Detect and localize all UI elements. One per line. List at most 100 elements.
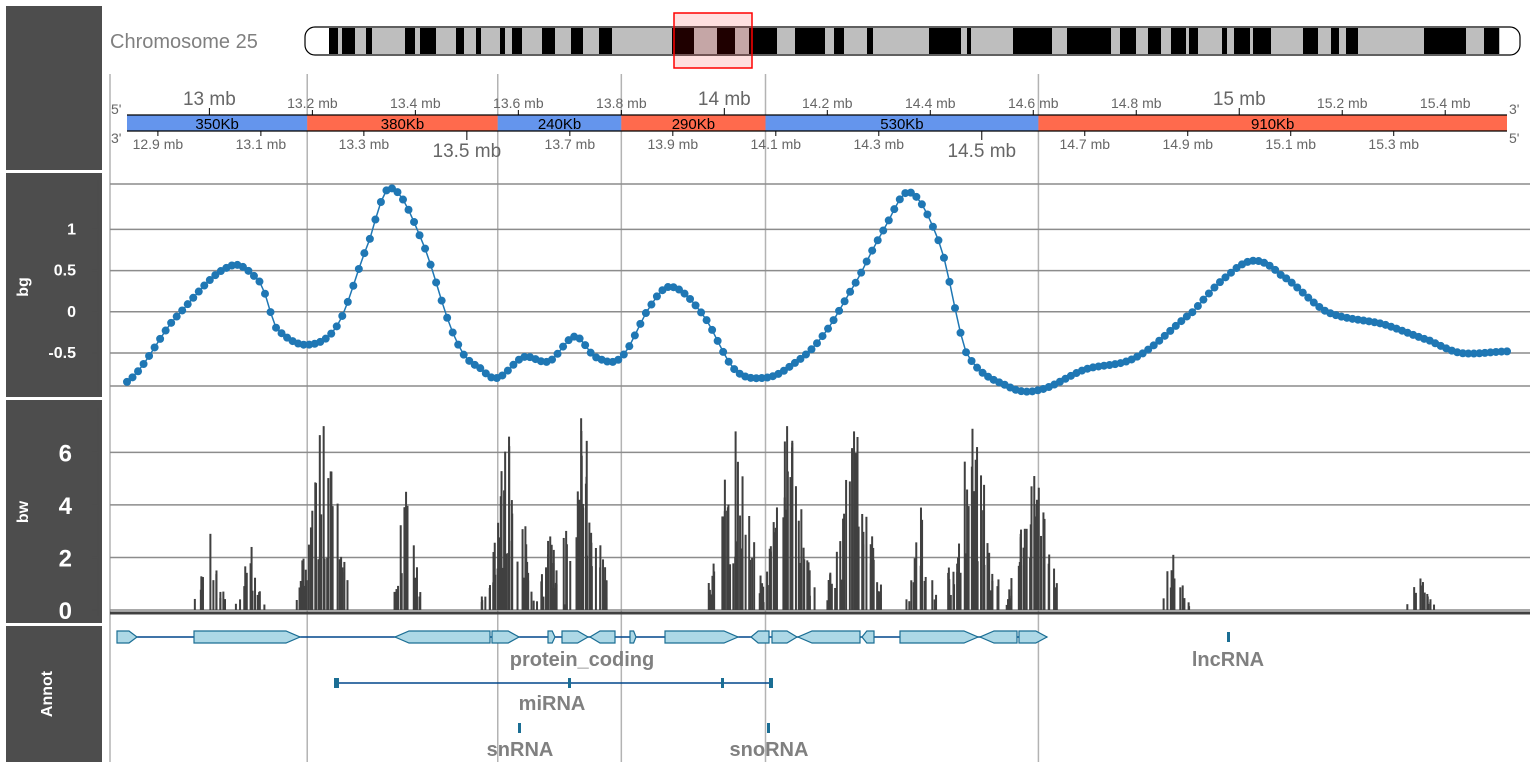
bg-line-chart: -0.5 0 0.5 1	[48, 180, 1530, 396]
bw-bar	[751, 557, 754, 610]
bw-bar	[1036, 499, 1039, 610]
bg-data-point	[928, 222, 937, 231]
bg-data-point	[349, 281, 358, 290]
bg-data-point	[862, 257, 871, 266]
ideogram-band	[762, 28, 773, 54]
bw-bar	[1025, 528, 1028, 610]
gene-arrow	[547, 630, 556, 644]
ideogram-band	[1484, 28, 1488, 54]
bg-data-point	[145, 351, 154, 360]
bg-data-point	[238, 262, 247, 271]
bw-bar	[905, 599, 908, 610]
ideogram-band	[583, 28, 599, 54]
ideogram-band	[681, 28, 694, 54]
ideogram-band	[867, 28, 873, 54]
bw-bar	[970, 466, 973, 610]
ideogram-band	[1437, 28, 1443, 54]
bw-bar	[1054, 587, 1057, 610]
ideogram-band	[329, 28, 338, 54]
bw-bar	[808, 591, 811, 610]
scale-segment-label: 240Kb	[538, 116, 581, 133]
bw-bar	[1426, 596, 1429, 610]
bw-bar	[910, 580, 913, 610]
scale-bottom-tick-label: 13.1 mb	[236, 136, 287, 152]
bw-bar	[997, 579, 1000, 610]
bw-bar	[783, 497, 786, 610]
ideogram-band	[844, 28, 858, 54]
bw-bar	[949, 594, 952, 610]
bw-bar	[399, 525, 402, 610]
ideogram-band	[1331, 28, 1339, 54]
bg-data-point	[1199, 295, 1208, 304]
bg-data-point	[1215, 278, 1224, 287]
bg-data-point	[249, 271, 258, 280]
bw-bar	[317, 559, 320, 610]
ideogram-band	[1043, 28, 1052, 54]
bw-bar	[879, 584, 882, 610]
bg-data-point	[923, 210, 932, 219]
bg-data-point	[376, 197, 385, 206]
bg-data-point	[465, 356, 474, 365]
ideogram-band	[1488, 28, 1499, 54]
snrna-label: snRNA	[487, 739, 554, 761]
scale-top-tick-label: 13.2 mb	[287, 95, 338, 111]
bw-bar	[912, 582, 915, 610]
ideogram-band	[1253, 28, 1258, 54]
bw-bar	[1040, 535, 1043, 610]
bw-bar	[521, 529, 524, 610]
bw-bar	[530, 591, 533, 610]
bg-data-point	[1282, 274, 1291, 283]
ideogram-highlight-region	[673, 12, 753, 69]
gene-arrow	[588, 630, 616, 644]
scale-bottom-tick-label: 15.1 mb	[1265, 136, 1316, 152]
scale-top-tick-label: 13.8 mb	[596, 95, 647, 111]
ideogram-band	[920, 28, 929, 54]
bw-bar	[310, 544, 313, 610]
bw-bar	[983, 484, 986, 610]
bg-data-point	[481, 369, 490, 378]
bg-data-point	[1160, 331, 1169, 340]
bw-bar	[605, 597, 608, 610]
bw-bar	[762, 602, 765, 610]
bg-data-point	[884, 216, 893, 225]
bg-data-point	[807, 345, 816, 354]
scale-major-tick-label: 13.5 mb	[433, 141, 502, 162]
bg-data-point	[371, 215, 380, 224]
bw-bar	[1029, 557, 1032, 610]
bg-data-point	[1188, 308, 1197, 317]
bw-bar	[1171, 591, 1174, 610]
ideogram-band	[1443, 28, 1458, 54]
bw-bar	[1187, 606, 1190, 610]
ideogram-band	[948, 28, 961, 54]
ideogram-band	[1349, 28, 1358, 54]
scale-top-tick-label: 14.2 mb	[802, 95, 853, 111]
bg-data-point	[724, 357, 733, 366]
bw-bar	[562, 537, 565, 610]
ideogram-band	[1100, 28, 1111, 54]
bw-bar	[542, 596, 545, 610]
ideogram-band	[1407, 28, 1417, 54]
mirna-label: miRNA	[519, 693, 586, 715]
gene-arrow	[1018, 630, 1049, 644]
bw-bar	[523, 577, 526, 610]
ideogram-band	[1271, 28, 1282, 54]
bw-bar	[397, 585, 400, 610]
ideogram-band	[729, 28, 735, 54]
bg-data-point	[785, 362, 794, 371]
bg-data-point	[730, 365, 739, 374]
scale-segment	[765, 115, 1039, 131]
bw-bar	[234, 603, 237, 610]
bw-bar	[761, 583, 764, 610]
ideogram-band	[522, 28, 531, 54]
bw-bar	[878, 594, 881, 610]
bg-data-point	[824, 324, 833, 333]
scale-top-tick-label: 13.6 mb	[493, 95, 544, 111]
ideogram-band	[929, 28, 932, 54]
ideogram-band	[456, 28, 464, 54]
scale-bottom-tick-label: 12.9 mb	[133, 136, 184, 152]
bw-bar	[749, 559, 752, 610]
bw-bar	[732, 563, 735, 610]
bg-data-point	[134, 367, 143, 376]
bw-bar	[908, 601, 911, 610]
bw-bar	[923, 580, 926, 610]
